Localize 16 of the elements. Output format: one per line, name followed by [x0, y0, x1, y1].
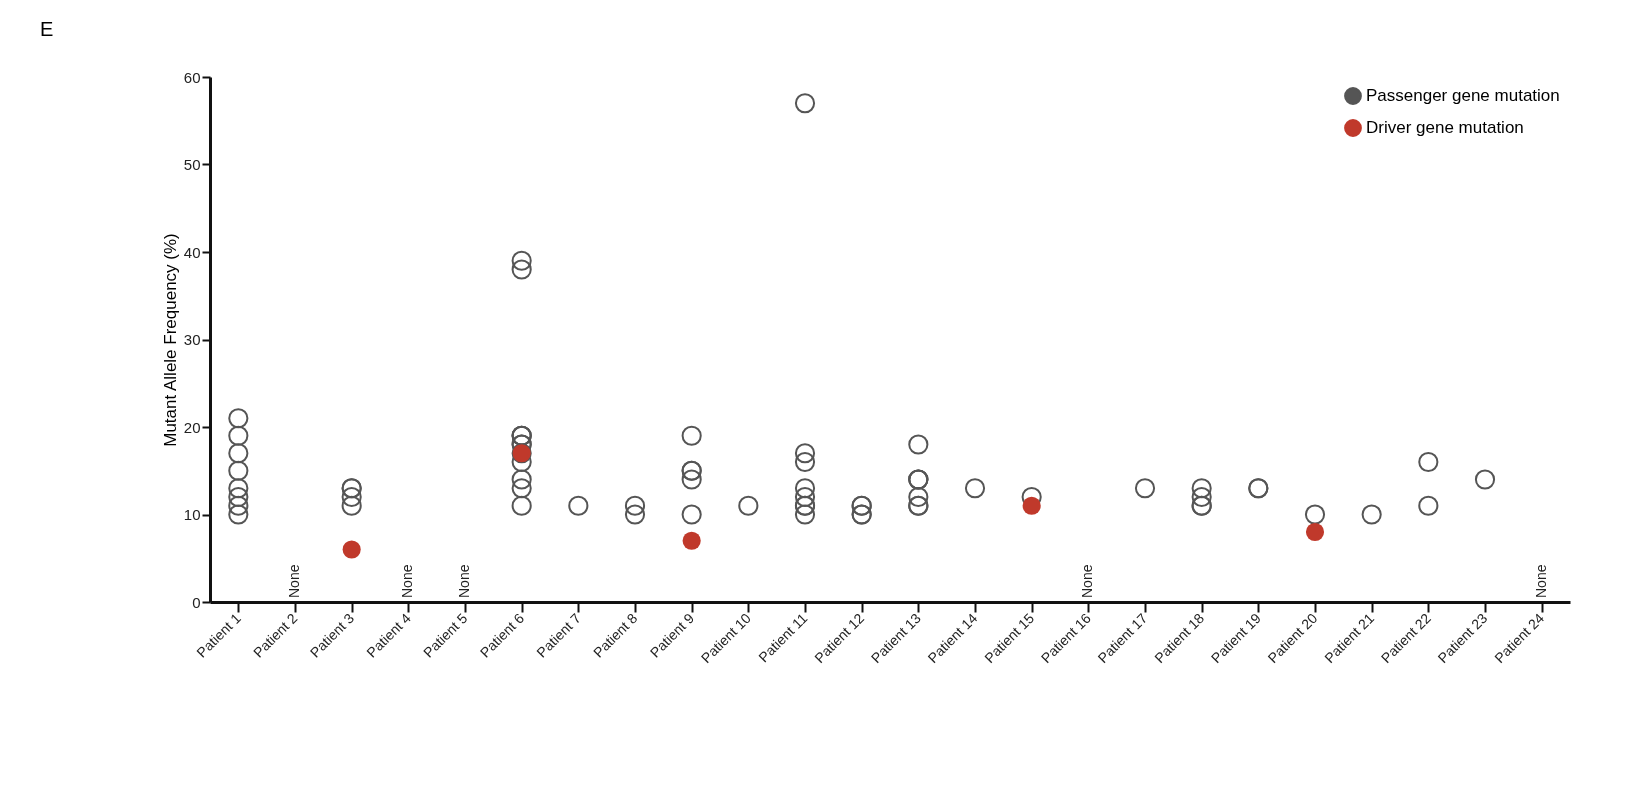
- annotation: None: [1079, 564, 1096, 598]
- text: E: [40, 18, 54, 40]
- annotation: None: [399, 564, 416, 598]
- y-tick-label: 30: [183, 331, 201, 348]
- y-tick-label: 10: [183, 506, 201, 523]
- y-tick-label: 0: [192, 593, 201, 611]
- y-tick-label: 40: [183, 243, 201, 261]
- y-tick-label: 60: [183, 68, 201, 86]
- y-tick-label: 50: [183, 156, 201, 173]
- y-tick-label: 20: [183, 418, 201, 436]
- legend-label: Passenger gene mutation: [1366, 86, 1560, 105]
- annotation: None: [1532, 564, 1549, 598]
- y-axis-title: Mutant Allele Frequency (%): [160, 233, 180, 447]
- legend-label: Driver gene mutation: [1366, 118, 1524, 137]
- annotation: None: [286, 564, 302, 598]
- annotation: None: [456, 564, 472, 598]
